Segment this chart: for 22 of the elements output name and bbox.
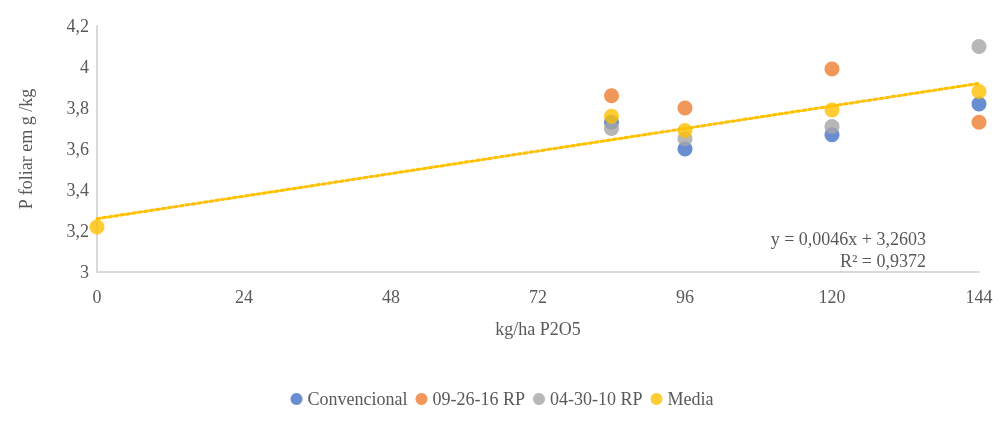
y-tick-label: 4,2: [66, 16, 89, 36]
y-tick-label: 3,2: [66, 221, 89, 241]
annotation: R² = 0,9372: [839, 251, 927, 271]
x-tick-label: 72: [529, 287, 547, 307]
y-tick-label: 3: [80, 262, 89, 282]
x-tick-label: 0: [92, 287, 102, 307]
x-axis-title: kg/ha P2O5: [495, 319, 581, 339]
x-tick-label: 48: [382, 287, 400, 307]
x-tick-label: 144: [965, 287, 993, 307]
x-tick-label: 24: [235, 287, 253, 307]
annotation: y = 0,0046x + 3,2603: [770, 229, 927, 249]
y-tick-label: 3,4: [66, 180, 89, 200]
x-tick-label: 96: [676, 287, 694, 307]
y-tick-label: 3,6: [66, 139, 89, 159]
legend-label: Media: [667, 389, 714, 409]
legend-label: Convencional: [307, 389, 408, 409]
y-tick-label: 3,8: [66, 98, 89, 118]
legend-label: 04-30-10 RP: [550, 389, 643, 409]
y-tick-label: 4: [80, 57, 89, 77]
legend-label: 09-26-16 RP: [432, 389, 526, 409]
x-tick-label: 120: [818, 287, 846, 307]
y-axis-title: P foliar em g /kg: [16, 88, 36, 210]
